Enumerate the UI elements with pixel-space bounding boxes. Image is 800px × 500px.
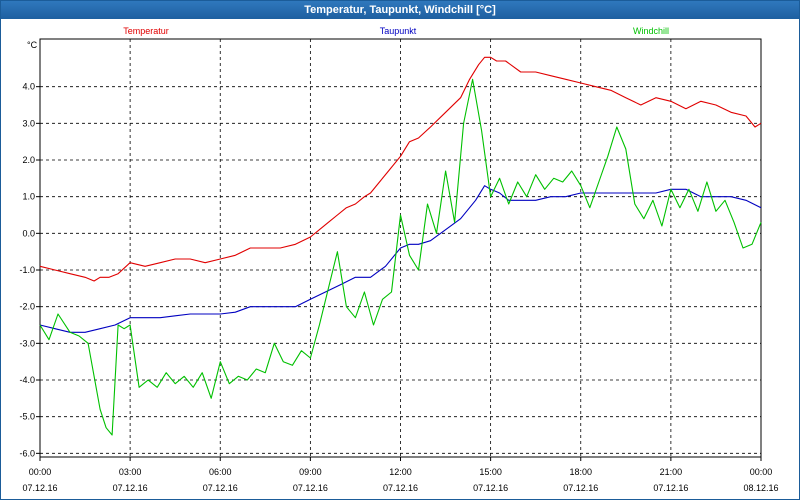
x-tick-date: 08.12.16 <box>743 483 778 493</box>
series-lines <box>39 56 762 436</box>
y-tick-label: -6.0 <box>19 448 35 458</box>
x-tick-date: 07.12.16 <box>473 483 508 493</box>
x-axis: 00:00 07.12.16 03:00 07.12.16 06:00 07.12.16 0… <box>22 457 779 493</box>
line-chart: -6.0-5.0-4.0-3.0-2.0-1.00.01.02.03.04.0 … <box>19 26 779 493</box>
y-tick-label: 2.0 <box>22 155 35 165</box>
x-tick-time: 06:00 <box>209 467 232 477</box>
y-tick-label: -1.0 <box>19 265 35 275</box>
y-tick-label: 0.0 <box>22 228 35 238</box>
x-tick-date: 07.12.16 <box>563 483 598 493</box>
legend: Temperatur Taupunkt Windchill <box>123 26 669 36</box>
y-tick-label: 1.0 <box>22 192 35 202</box>
x-tick-date: 07.12.16 <box>293 483 328 493</box>
y-tick-label: 3.0 <box>22 118 35 128</box>
y-axis: -6.0 -5.0 -4.0 -3.0 -2.0 -1.0 0.0 1.0 2.0 3.0 4.0 <box>19 82 40 458</box>
series-line-temperatur <box>39 56 762 282</box>
x-tick-date: 07.12.16 <box>653 483 688 493</box>
x-tick-date: 07.12.16 <box>113 483 148 493</box>
window-title: Temperatur, Taupunkt, Windchill [°C] <box>1 1 799 19</box>
x-tick-time: 09:00 <box>299 467 322 477</box>
x-tick-date: 07.12.16 <box>383 483 418 493</box>
y-tick-label: 4.0 <box>22 82 35 92</box>
x-tick-time: 21:00 <box>660 467 683 477</box>
x-tick-date: 07.12.16 <box>203 483 238 493</box>
x-tick-time: 03:00 <box>119 467 142 477</box>
legend-label-temperatur: Temperatur <box>123 26 169 36</box>
x-tick-date: 07.12.16 <box>22 483 57 493</box>
y-tick-label: -3.0 <box>19 338 35 348</box>
series-line-windchill <box>39 78 762 436</box>
legend-label-windchill: Windchill <box>633 26 669 36</box>
x-tick-time: 15:00 <box>479 467 502 477</box>
x-tick-time: 00:00 <box>29 467 52 477</box>
grid-lines <box>39 39 762 457</box>
y-tick-label: -5.0 <box>19 412 35 422</box>
x-tick-time: 12:00 <box>389 467 412 477</box>
x-tick-time: 18:00 <box>569 467 592 477</box>
y-tick-label: -4.0 <box>19 375 35 385</box>
x-tick-time: 00:00 <box>750 467 773 477</box>
legend-label-taupunkt: Taupunkt <box>380 26 417 36</box>
y-axis-unit: °C <box>27 40 38 50</box>
y-tick-label: -2.0 <box>19 302 35 312</box>
